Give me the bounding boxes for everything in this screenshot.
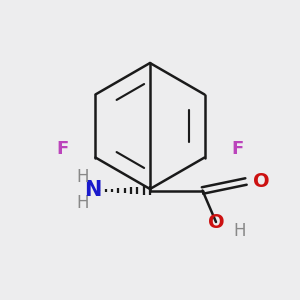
Text: F: F	[57, 140, 69, 158]
Text: O: O	[208, 212, 224, 232]
Text: H: H	[234, 222, 246, 240]
Text: F: F	[231, 140, 243, 158]
Text: O: O	[254, 172, 270, 191]
Text: H: H	[76, 168, 89, 186]
Text: N: N	[84, 181, 102, 200]
Text: H: H	[76, 194, 89, 211]
